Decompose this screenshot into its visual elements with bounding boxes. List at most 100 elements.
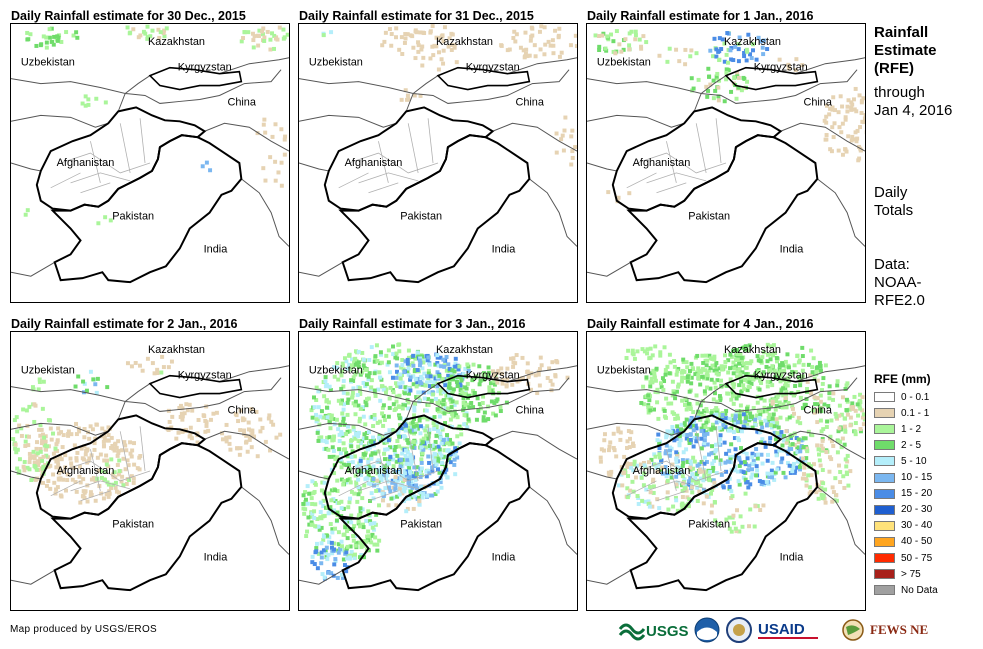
legend-label: 1 - 2	[901, 423, 922, 435]
country-border	[587, 470, 617, 480]
legend-label: 40 - 50	[901, 536, 933, 548]
label-afghanistan: Afghanistan	[345, 157, 403, 169]
legend-item: 1 - 2	[874, 423, 921, 435]
label-afghanistan: Afghanistan	[633, 465, 691, 477]
legend-label: 50 - 75	[901, 552, 933, 564]
label-afghanistan: Afghanistan	[57, 157, 115, 169]
kyrgyzstan-border	[724, 66, 819, 91]
label-afghanistan: Afghanistan	[345, 465, 403, 477]
panel-title-5: Daily Rainfall estimate for 3 Jan., 2016	[299, 317, 526, 331]
legend-title: RFE (mm)	[874, 372, 931, 386]
rainfall-map-5: Kazakhstan Uzbekistan Kyrgyzstan China Afgha…	[298, 331, 578, 611]
sidebar-title: Rainfall Estimate (RFE)	[874, 24, 937, 78]
country-border	[587, 261, 631, 277]
legend-swatch	[874, 504, 895, 515]
legend-item: No Data	[874, 584, 938, 596]
rainfall-layer	[301, 342, 570, 581]
country-border	[780, 122, 865, 152]
panel-title-6: Daily Rainfall estimate for 4 Jan., 2016	[587, 317, 814, 331]
kyrgyzstan-border	[436, 66, 531, 91]
label-india: India	[204, 243, 229, 255]
map-canvas: Kazakhstan Uzbekistan Kyrgyzstan China Afgha…	[299, 342, 577, 592]
label-kyrgyzstan: Kyrgyzstan	[466, 62, 520, 74]
rainfall-layer	[598, 342, 865, 534]
country-border	[299, 114, 397, 128]
label-kazakhstan: Kazakhstan	[148, 344, 205, 356]
label-china: China	[515, 96, 544, 108]
kyrgyzstan-border	[148, 374, 243, 399]
label-china: China	[227, 404, 256, 416]
sidebar-daily-totals: Daily Totals	[874, 184, 913, 220]
label-kyrgyzstan: Kyrgyzstan	[754, 62, 808, 74]
panel-title-1: Daily Rainfall estimate for 30 Dec., 201…	[11, 9, 246, 23]
district-boundaries	[338, 118, 439, 194]
country-border	[299, 261, 343, 277]
rainfall-map-3: Kazakhstan Uzbekistan Kyrgyzstan China Afgha…	[586, 23, 866, 303]
rainfall-map-6: Kazakhstan Uzbekistan Kyrgyzstan China Afgha…	[586, 331, 866, 611]
rainfall-map-1: Kazakhstan Uzbekistan Kyrgyzstan China Afgha…	[10, 23, 290, 303]
label-uzbekistan: Uzbekistan	[21, 57, 75, 69]
country-border	[11, 569, 55, 585]
legend-label: 30 - 40	[901, 520, 933, 532]
noaa-logo	[694, 617, 720, 643]
label-kazakhstan: Kazakhstan	[148, 36, 205, 48]
map-canvas: Kazakhstan Uzbekistan Kyrgyzstan China Afgha…	[299, 24, 577, 284]
pakistan-border	[50, 442, 243, 592]
map-canvas: Kazakhstan Uzbekistan Kyrgyzstan China Afgha…	[587, 29, 865, 284]
legend-label: 0 - 0.1	[901, 391, 930, 403]
rainfall-map-2: Kazakhstan Uzbekistan Kyrgyzstan China Afgha…	[298, 23, 578, 303]
legend-label: 2 - 5	[901, 439, 922, 451]
country-border	[11, 422, 109, 436]
country-border	[492, 122, 577, 152]
country-border	[11, 114, 109, 128]
country-border	[11, 470, 41, 480]
label-uzbekistan: Uzbekistan	[309, 365, 363, 377]
legend-item: 0 - 0.1	[874, 391, 929, 403]
pakistan-border	[626, 134, 819, 284]
country-border	[587, 162, 617, 172]
country-border	[117, 377, 282, 420]
kyrgyzstan-border	[724, 374, 819, 399]
legend-item: 0.1 - 1	[874, 407, 929, 419]
panel-title-4: Daily Rainfall estimate for 2 Jan., 2016	[11, 317, 238, 331]
district-boundaries	[626, 426, 727, 502]
label-china: China	[515, 404, 544, 416]
sidebar-through-date: through Jan 4, 2016	[874, 84, 952, 120]
label-pakistan: Pakistan	[112, 519, 154, 531]
country-border	[529, 486, 577, 555]
country-border	[299, 422, 397, 436]
panel-title-3: Daily Rainfall estimate for 1 Jan., 2016	[587, 9, 814, 23]
label-india: India	[780, 243, 805, 255]
label-china: China	[803, 96, 832, 108]
usaid-logo: USAID	[758, 621, 818, 639]
legend-swatch	[874, 569, 895, 580]
country-border	[587, 422, 685, 436]
country-border	[693, 377, 858, 420]
legend-swatch	[874, 392, 895, 402]
legend-item: 40 - 50	[874, 536, 932, 548]
sidebar-title-line: (RFE)	[874, 60, 914, 77]
country-border	[204, 430, 289, 460]
legend-item: 50 - 75	[874, 552, 932, 564]
label-china: China	[227, 96, 256, 108]
label-kazakhstan: Kazakhstan	[436, 344, 493, 356]
usaid-logo-text: USAID	[758, 621, 805, 638]
legend-swatch	[874, 456, 895, 467]
label-india: India	[204, 551, 229, 563]
legend-swatch	[874, 424, 895, 435]
label-kazakhstan: Kazakhstan	[436, 36, 493, 48]
label-india: India	[492, 551, 517, 563]
label-kazakhstan: Kazakhstan	[724, 36, 781, 48]
legend-swatch	[874, 553, 895, 563]
country-border	[817, 486, 865, 555]
sidebar-through-line: Jan 4, 2016	[874, 102, 953, 119]
legend-item: 20 - 30	[874, 504, 932, 516]
legend-label: 15 - 20	[901, 488, 933, 500]
legend-swatch	[874, 488, 895, 499]
map-credit: Map produced by USGS/EROS	[10, 624, 158, 635]
country-border	[693, 69, 858, 112]
label-pakistan: Pakistan	[112, 211, 154, 223]
label-pakistan: Pakistan	[400, 211, 442, 223]
label-pakistan: Pakistan	[688, 519, 730, 531]
fewsnet-logo: FEWS NET	[870, 622, 928, 637]
